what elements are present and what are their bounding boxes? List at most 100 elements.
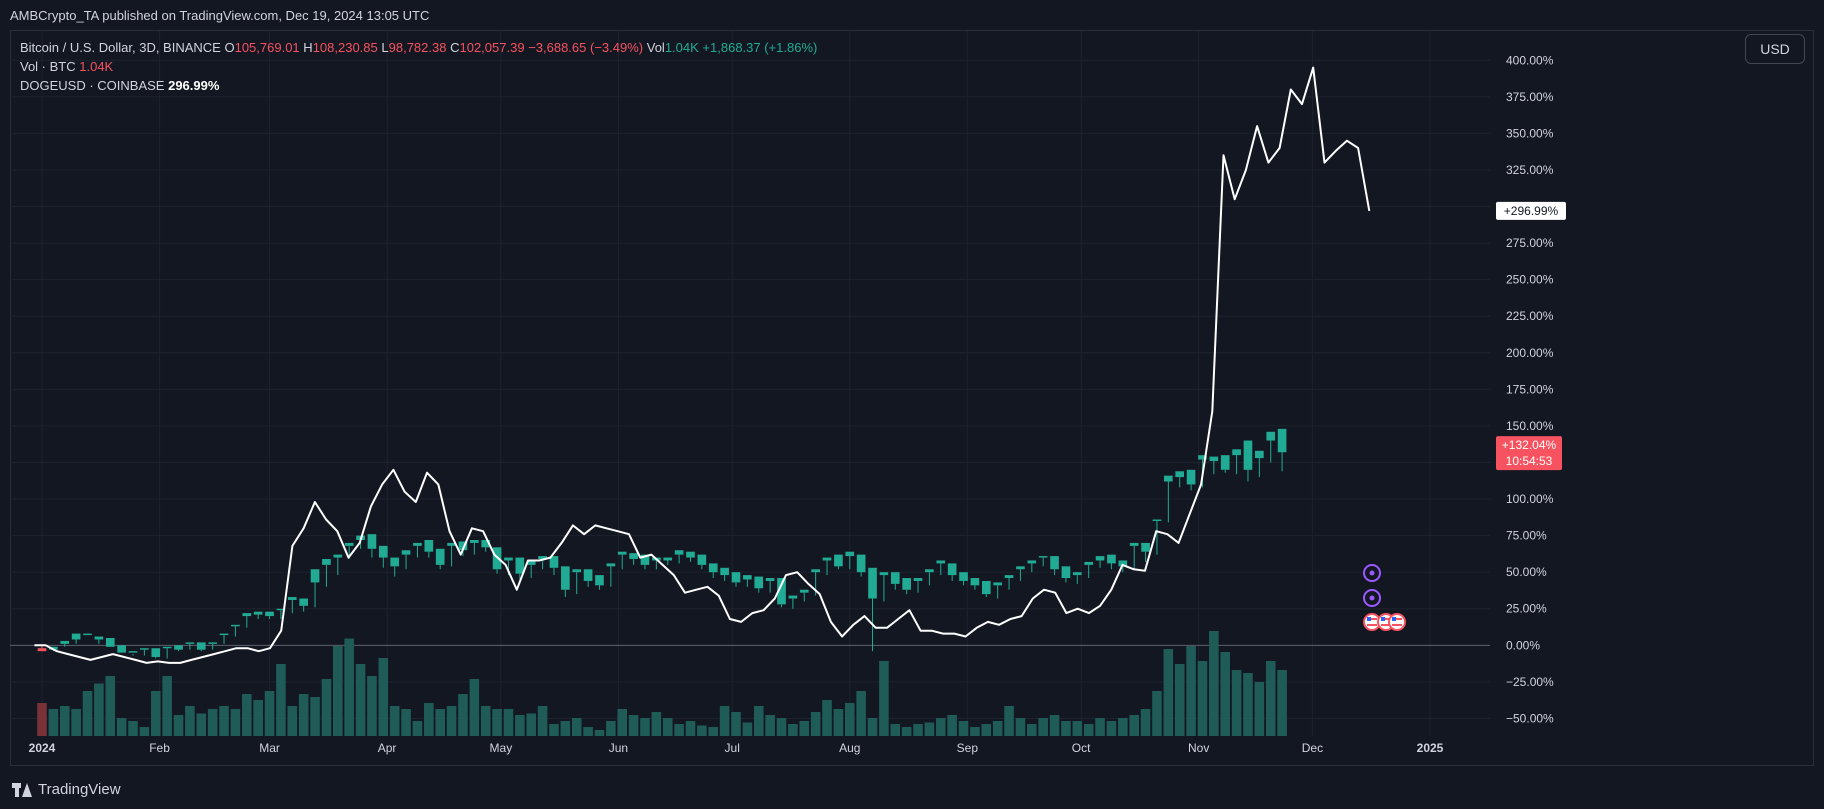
candle-body [1072,572,1082,576]
high-label: H [303,40,313,55]
candle-body [1232,449,1241,456]
volume-bar [264,691,275,736]
y-tick-label: 175.00% [1506,382,1554,396]
candle-body [151,648,161,658]
y-tick-label: 350.00% [1506,126,1554,140]
candle-body [1266,431,1276,441]
publish-header: AMBCrypto_TA published on TradingView.co… [0,0,1824,30]
volume-bar [958,721,969,736]
close-label: C [450,40,460,55]
vol-btc-label: Vol · BTC [20,59,76,74]
volume-bar [469,679,480,736]
candle-body [1061,566,1071,579]
volume-bar [1061,721,1071,736]
volume-bar [1231,670,1242,736]
volume-bar [1129,715,1139,736]
flag-canton [1381,617,1385,621]
candle-body [925,569,934,573]
x-tick-label: Dec [1302,741,1323,755]
volume-bar [287,706,298,736]
volume-bar [196,713,207,736]
x-tick-label: Oct [1072,741,1091,755]
tradingview-logo-icon [12,782,32,797]
volume-bar [367,676,377,736]
volume-bar [150,691,161,736]
flag-stripe [1392,624,1402,626]
volume-bar [697,725,707,736]
volume-bar [1072,721,1083,736]
candle-body [583,569,593,581]
candle-body [572,569,582,573]
x-tick-label: May [490,741,513,755]
candle-body [731,572,741,583]
currency-button[interactable]: USD [1745,34,1805,64]
volume-bar [446,706,457,736]
volume-bar [515,715,525,736]
vol-label: Vol [646,40,665,55]
legend-row-compare[interactable]: DOGEUSD · COINBASE 296.99% [20,76,817,95]
candle-body [674,550,684,555]
candle-body [105,638,115,647]
flag-event-icon [1388,613,1406,631]
y-tick-label: 25.00% [1506,602,1547,616]
volume-bar [1243,673,1253,736]
volume-bar [742,722,753,736]
candle-body [811,569,820,573]
candle-body [1243,440,1253,470]
legend-row-volume[interactable]: Vol · BTC 1.04K [20,57,817,76]
candle-body [1107,554,1116,564]
volume-bar [617,709,628,736]
volume-bar [549,724,559,736]
candle-body [378,545,388,558]
volume-bar [1140,709,1151,736]
candle-body [265,611,274,617]
candle-body [504,557,513,561]
flag-canton [1367,617,1371,621]
candle-body [174,645,183,650]
tradingview-logo[interactable]: TradingView [12,781,121,798]
volume-bar [1197,661,1208,736]
x-tick-label: Aug [839,741,860,755]
volume-bar [583,727,593,736]
chart-frame[interactable] [10,30,1814,766]
y-tick-label: 400.00% [1506,53,1554,67]
volume-bar [412,721,423,736]
legend-row-btc[interactable]: Bitcoin / U.S. Dollar, 3D, BINANCE O105,… [20,38,817,57]
candle-body [890,572,900,584]
x-tick-label: Jul [725,741,740,755]
price-chart[interactable]: 400.00%375.00%350.00%325.00%300.00%275.0… [0,0,1824,770]
candle-body [253,611,263,615]
volume-bar [298,694,309,736]
tradingview-brand-text: TradingView [38,781,121,798]
vol-value: 1.04K [664,40,699,55]
y-tick-label: 325.00% [1506,163,1554,177]
candle-body [1118,560,1128,567]
volume-bar [640,718,650,736]
volume-bar [1152,691,1162,736]
volume-bar [1083,724,1094,736]
candle-body [1050,556,1059,570]
candle-body [526,560,536,565]
y-tick-label: 250.00% [1506,273,1554,287]
candle-body [947,563,957,576]
volume-bar [1015,718,1026,736]
volume-bar [685,721,696,736]
volume-bar [537,706,548,736]
candle-body [458,541,468,551]
candle-body [765,578,775,581]
flag-stripe [1367,618,1377,620]
volume-bar [731,712,741,736]
volume-bar [1004,706,1014,736]
volume-bar [799,721,810,736]
candle-body [549,556,559,568]
flag-canton [1392,617,1396,621]
volume-bar [1095,718,1105,736]
candle-body [1016,566,1025,570]
volume-bar [378,658,389,736]
volume-bar [879,661,889,736]
volume-bar [321,679,332,736]
volume-bar [901,727,912,736]
candle-body [162,646,172,649]
volume-bar [856,691,866,736]
candle-body [834,554,843,567]
